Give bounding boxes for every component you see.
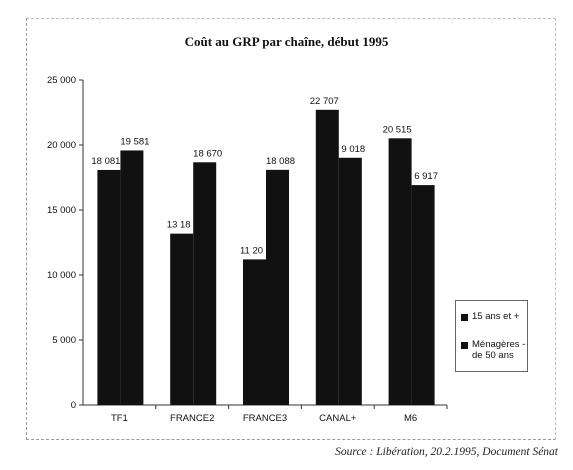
data-label: 22 707	[310, 96, 339, 107]
bar-m6-s1	[388, 138, 412, 405]
data-label: 18 088	[266, 156, 295, 167]
legend-item-series-1: 15 ans et +	[461, 311, 528, 322]
data-label: 19 581	[120, 136, 149, 147]
bar-canal-s2	[338, 157, 362, 405]
source-note: Source : Libération, 20.2.1995, Document…	[335, 446, 558, 458]
legend: 15 ans et + Ménagères - de 50 ans	[455, 300, 528, 372]
data-label: 9 018	[341, 144, 365, 155]
chart-frame	[26, 18, 556, 440]
y-tick-label: 15 000	[47, 205, 76, 216]
legend-swatch-2	[461, 342, 468, 349]
data-label: 18 081	[91, 156, 120, 167]
bar-tf1-s2	[120, 150, 144, 405]
x-tick-label: FRANCE2	[170, 413, 214, 424]
data-label: 11 20	[240, 245, 263, 256]
bar-france3-s1	[243, 259, 266, 405]
legend-label-1: 15 ans et +	[472, 311, 520, 322]
data-label: 20 515	[383, 124, 412, 135]
y-tick-label: 0	[71, 400, 76, 411]
bar-m6-s2	[411, 185, 435, 405]
y-tick-label: 20 000	[47, 140, 76, 151]
bar-france3-s2	[266, 169, 289, 405]
chart-title: Coût au GRP par chaîne, début 1995	[184, 34, 389, 49]
bar-france2-s1	[170, 233, 194, 405]
legend-label-2: Ménagères - de 50 ans	[472, 339, 526, 361]
data-label: 6 917	[414, 171, 438, 182]
y-tick-label: 10 000	[47, 270, 76, 281]
bar-tf1-s1	[97, 169, 121, 405]
x-tick-label: FRANCE3	[243, 413, 287, 424]
bar-canal-s1	[315, 109, 339, 406]
x-tick-label: TF1	[111, 413, 128, 424]
data-label: 18 670	[193, 148, 222, 159]
bar-france2-s2	[193, 162, 217, 405]
y-tick-label: 5 000	[52, 335, 76, 346]
data-label: 13 18	[167, 220, 191, 231]
x-tick-label: M6	[404, 413, 417, 424]
y-tick-label: 25 000	[47, 75, 76, 86]
x-tick-label: CANAL+	[319, 413, 357, 424]
legend-item-series-2: Ménagères - de 50 ans	[461, 339, 528, 361]
legend-swatch-1	[461, 314, 468, 321]
